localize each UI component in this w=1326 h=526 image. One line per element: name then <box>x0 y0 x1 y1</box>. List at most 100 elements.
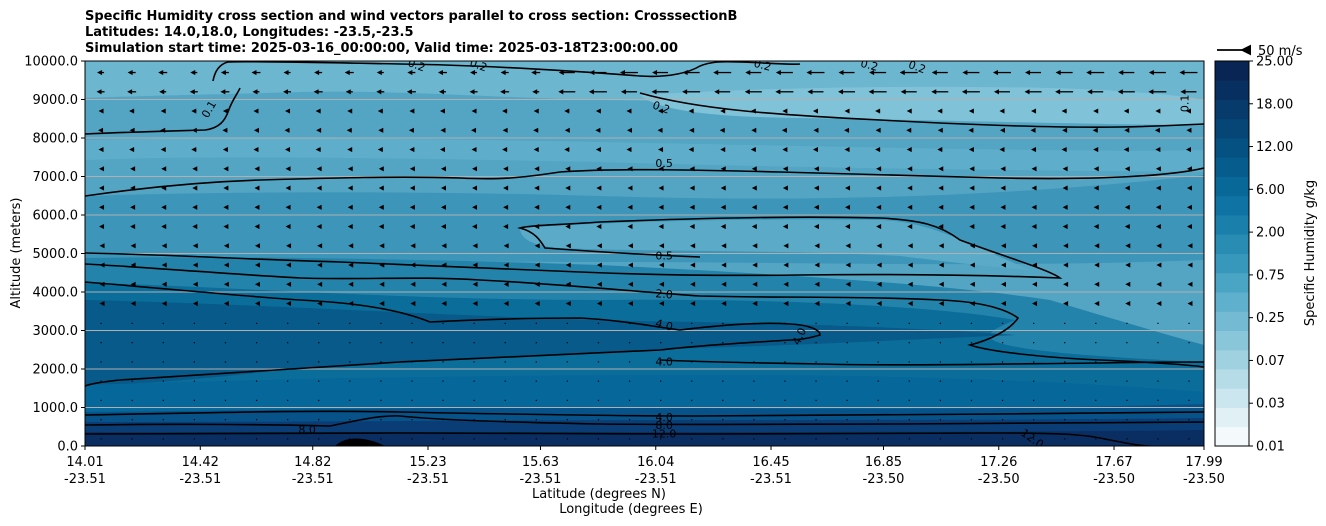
wind-vector <box>473 399 475 401</box>
wind-vector <box>970 419 973 421</box>
wind-vector <box>349 399 351 401</box>
wind-vector <box>287 380 289 382</box>
wind-vector <box>876 223 882 230</box>
wind-vector <box>721 262 727 268</box>
wind-vector <box>348 300 354 307</box>
wind-vector <box>659 262 665 268</box>
contour-label: 12.0 <box>652 428 677 441</box>
wind-vector <box>223 262 229 268</box>
wind-vector <box>596 204 602 210</box>
wind-vector <box>689 223 695 230</box>
wind-vector <box>876 166 882 172</box>
wind-vector <box>722 438 724 440</box>
wind-vector <box>875 127 881 133</box>
wind-vector <box>1188 438 1190 440</box>
wind-vector <box>504 438 506 440</box>
wind-vector <box>349 322 351 324</box>
wind-vector <box>714 89 731 95</box>
wind-vector <box>845 300 851 307</box>
wind-vector <box>316 204 322 210</box>
wind-vector <box>160 108 166 114</box>
wind-vector <box>318 361 320 363</box>
wind-vector <box>877 438 879 440</box>
wind-vector <box>970 438 973 440</box>
wind-vector <box>783 262 789 268</box>
wind-vector <box>1093 108 1099 114</box>
wind-vector <box>317 281 323 287</box>
wind-vector <box>410 300 416 307</box>
colorbar-tick-label: 6.00 <box>1256 183 1285 198</box>
wind-vector <box>1095 419 1097 421</box>
wind-vector <box>1157 361 1159 363</box>
wind-vector <box>565 300 571 307</box>
wind-vector <box>1186 204 1192 210</box>
wind-vector <box>131 322 133 324</box>
wind-vector <box>628 438 631 440</box>
contour-0.2-right <box>639 92 1204 128</box>
wind-vector <box>619 69 638 76</box>
x-tick-label-lat: 17.26 <box>980 455 1017 470</box>
wind-vector <box>813 166 819 172</box>
wind-vector <box>1094 262 1100 268</box>
colorbar-tick-label: 12.00 <box>1256 140 1293 155</box>
wind-vector <box>380 342 382 344</box>
wind-vector <box>970 380 973 382</box>
wind-vector <box>869 69 887 76</box>
wind-vector <box>191 108 197 114</box>
wind-vector <box>1031 166 1037 172</box>
wind-vector <box>100 419 102 421</box>
wind-vector <box>406 89 416 95</box>
wind-vector <box>378 166 384 172</box>
wind-vector <box>969 204 975 210</box>
wind-vector <box>191 146 197 153</box>
wind-vector <box>906 146 912 153</box>
wind-vector <box>100 361 102 363</box>
wind-vector <box>129 146 135 153</box>
wind-vector <box>442 380 444 382</box>
wind-vector <box>1154 127 1160 133</box>
wind-vector <box>442 399 444 401</box>
colorbar-band <box>1215 157 1249 177</box>
x-tick-label-lon: -23.51 <box>292 472 334 487</box>
wind-vector <box>1000 281 1006 287</box>
colorbar-band <box>1215 176 1249 197</box>
wind-vector <box>682 89 701 95</box>
chart-title: Specific Humidity cross section and wind… <box>85 9 737 57</box>
wind-vector <box>131 438 133 440</box>
wind-vector <box>1033 322 1035 324</box>
wind-vector <box>473 322 475 324</box>
wind-vector <box>814 262 820 268</box>
contour-label: 0.1 <box>1178 95 1191 113</box>
wind-vector <box>1188 322 1190 324</box>
wind-vector <box>162 419 164 421</box>
wind-vector <box>595 127 601 133</box>
wind-vector <box>316 185 322 191</box>
wind-vector <box>782 166 788 172</box>
title-line-3: Simulation start time: 2025-03-16_00:00:… <box>85 41 678 56</box>
wind-vector <box>969 166 975 172</box>
wind-vector <box>813 127 819 133</box>
wind-vector <box>1186 127 1192 133</box>
wind-vector <box>992 69 1011 76</box>
wind-vector <box>1157 438 1159 440</box>
wind-vector <box>317 300 323 307</box>
x-tick-label-lat: 16.45 <box>752 455 789 470</box>
wind-vector <box>1125 243 1131 249</box>
wind-vector <box>783 281 789 287</box>
wind-vector <box>660 419 662 421</box>
wind-vector <box>223 281 229 287</box>
wind-vector <box>253 127 259 133</box>
wind-vector <box>223 204 229 210</box>
wind-vector <box>1188 399 1190 401</box>
wind-vector <box>999 127 1005 133</box>
wind-vector <box>962 69 980 76</box>
wind-vector <box>378 223 384 230</box>
wind-vector <box>691 322 693 324</box>
wind-vector <box>251 69 261 76</box>
wind-vector <box>1185 108 1191 114</box>
wind-vector <box>660 399 662 401</box>
wind-vector <box>96 89 105 95</box>
wind-vector <box>1033 399 1035 401</box>
wind-vector <box>318 342 320 344</box>
wind-vector <box>1000 166 1006 172</box>
